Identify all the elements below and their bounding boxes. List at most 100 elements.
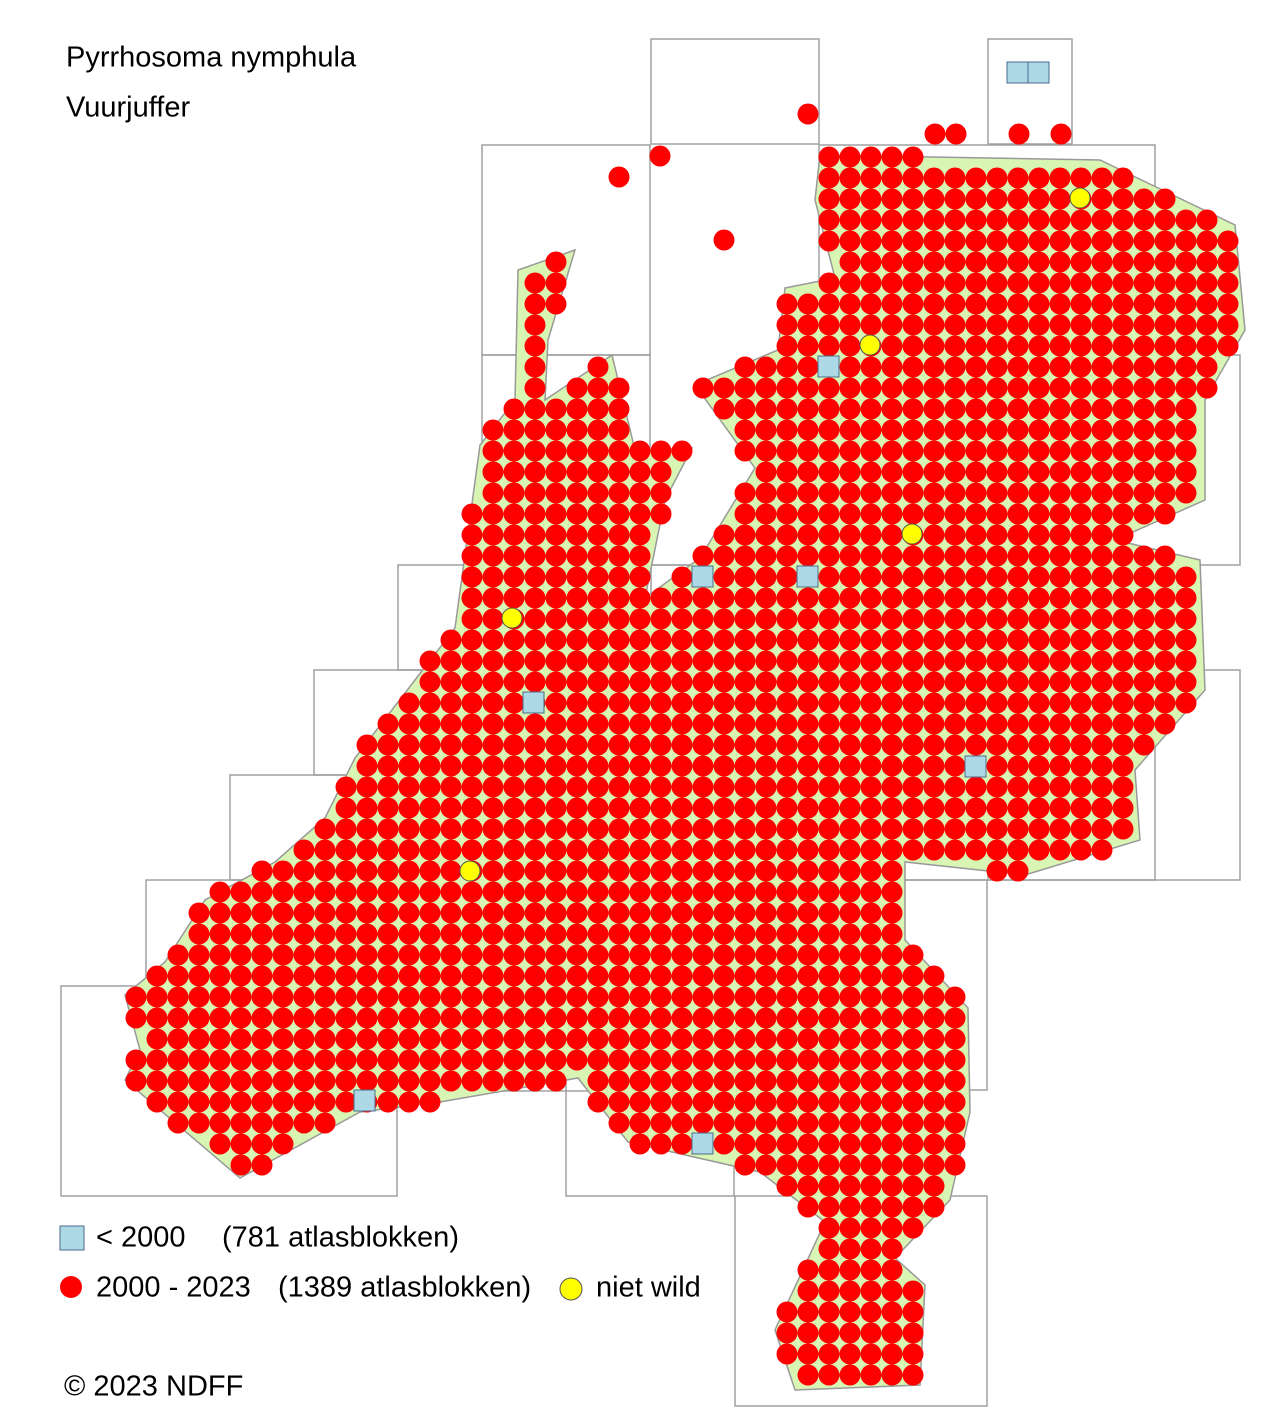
red-dot <box>923 209 945 231</box>
red-dot <box>629 1091 651 1113</box>
red-dot <box>860 755 882 777</box>
red-dot <box>650 776 672 798</box>
red-dot <box>881 965 903 987</box>
red-dot <box>692 818 714 840</box>
red-dot <box>923 1028 945 1050</box>
red-dot <box>587 1007 609 1029</box>
grid-cell <box>987 38 1073 145</box>
red-dot <box>482 776 504 798</box>
red-dot <box>734 356 756 378</box>
red-dot <box>1112 650 1134 672</box>
red-dot <box>818 503 840 525</box>
red-dot <box>1133 713 1155 735</box>
red-dot <box>1028 440 1050 462</box>
red-dot <box>293 986 315 1008</box>
red-dot <box>545 503 567 525</box>
red-dot <box>839 1259 861 1281</box>
red-dot <box>1070 566 1092 588</box>
red-dot <box>419 1091 441 1113</box>
red-dot <box>188 965 210 987</box>
red-dot <box>965 566 987 588</box>
red-dot <box>839 734 861 756</box>
red-dot <box>1070 545 1092 567</box>
red-dot <box>335 1070 357 1092</box>
red-dot <box>1175 398 1197 420</box>
red-dot <box>902 293 924 315</box>
red-dot <box>524 503 546 525</box>
red-dot <box>587 881 609 903</box>
red-dot <box>461 881 483 903</box>
red-dot <box>692 713 714 735</box>
red-dot <box>839 482 861 504</box>
red-dot <box>356 776 378 798</box>
red-dot <box>1070 209 1092 231</box>
red-dot <box>797 1280 819 1302</box>
red-dot <box>860 230 882 252</box>
red-dot <box>755 839 777 861</box>
red-dot <box>776 356 798 378</box>
yellow-dot <box>1069 187 1091 209</box>
red-dot <box>461 755 483 777</box>
red-dot <box>671 860 693 882</box>
red-dot <box>755 629 777 651</box>
red-dot <box>335 839 357 861</box>
red-dot <box>818 188 840 210</box>
red-dot <box>713 545 735 567</box>
red-dot <box>482 650 504 672</box>
red-dot <box>860 1217 882 1239</box>
red-dot <box>1154 587 1176 609</box>
red-dot <box>356 965 378 987</box>
blue-square <box>691 1132 714 1155</box>
red-dot <box>1112 503 1134 525</box>
red-dot <box>545 524 567 546</box>
red-dot <box>902 1217 924 1239</box>
red-dot <box>965 293 987 315</box>
red-dot <box>503 986 525 1008</box>
red-dot <box>356 797 378 819</box>
red-dot <box>293 1112 315 1134</box>
red-dot <box>734 1154 756 1176</box>
red-dot <box>713 965 735 987</box>
red-dot <box>1007 713 1029 735</box>
red-dot <box>167 1049 189 1071</box>
red-dot <box>440 1028 462 1050</box>
red-dot <box>1028 230 1050 252</box>
red-dot <box>776 776 798 798</box>
red-dot <box>881 482 903 504</box>
red-dot <box>839 608 861 630</box>
red-dot <box>398 944 420 966</box>
red-dot <box>314 881 336 903</box>
red-dot <box>734 1112 756 1134</box>
red-dot <box>587 524 609 546</box>
red-dot <box>902 1028 924 1050</box>
red-dot <box>587 440 609 462</box>
red-dot <box>881 503 903 525</box>
red-dot <box>1091 692 1113 714</box>
red-dot <box>1175 230 1197 252</box>
red-dot <box>1196 356 1218 378</box>
red-dot <box>818 398 840 420</box>
red-dot <box>1007 440 1029 462</box>
red-dot <box>1028 755 1050 777</box>
red-dot <box>692 1070 714 1092</box>
red-dot <box>965 587 987 609</box>
red-dot <box>881 440 903 462</box>
red-dot <box>734 377 756 399</box>
red-dot <box>860 1301 882 1323</box>
red-dot <box>1007 503 1029 525</box>
red-dot <box>1007 650 1029 672</box>
dots <box>125 61 1239 1386</box>
red-dot <box>1196 251 1218 273</box>
red-dot <box>923 461 945 483</box>
red-dot <box>734 755 756 777</box>
red-dot <box>1049 545 1071 567</box>
red-dot <box>755 902 777 924</box>
red-dot <box>650 1091 672 1113</box>
red-dot <box>902 776 924 798</box>
red-dot <box>566 1028 588 1050</box>
red-dot <box>461 902 483 924</box>
red-dot <box>713 1133 735 1155</box>
red-dot <box>272 860 294 882</box>
red-dot <box>881 860 903 882</box>
red-dot <box>482 713 504 735</box>
